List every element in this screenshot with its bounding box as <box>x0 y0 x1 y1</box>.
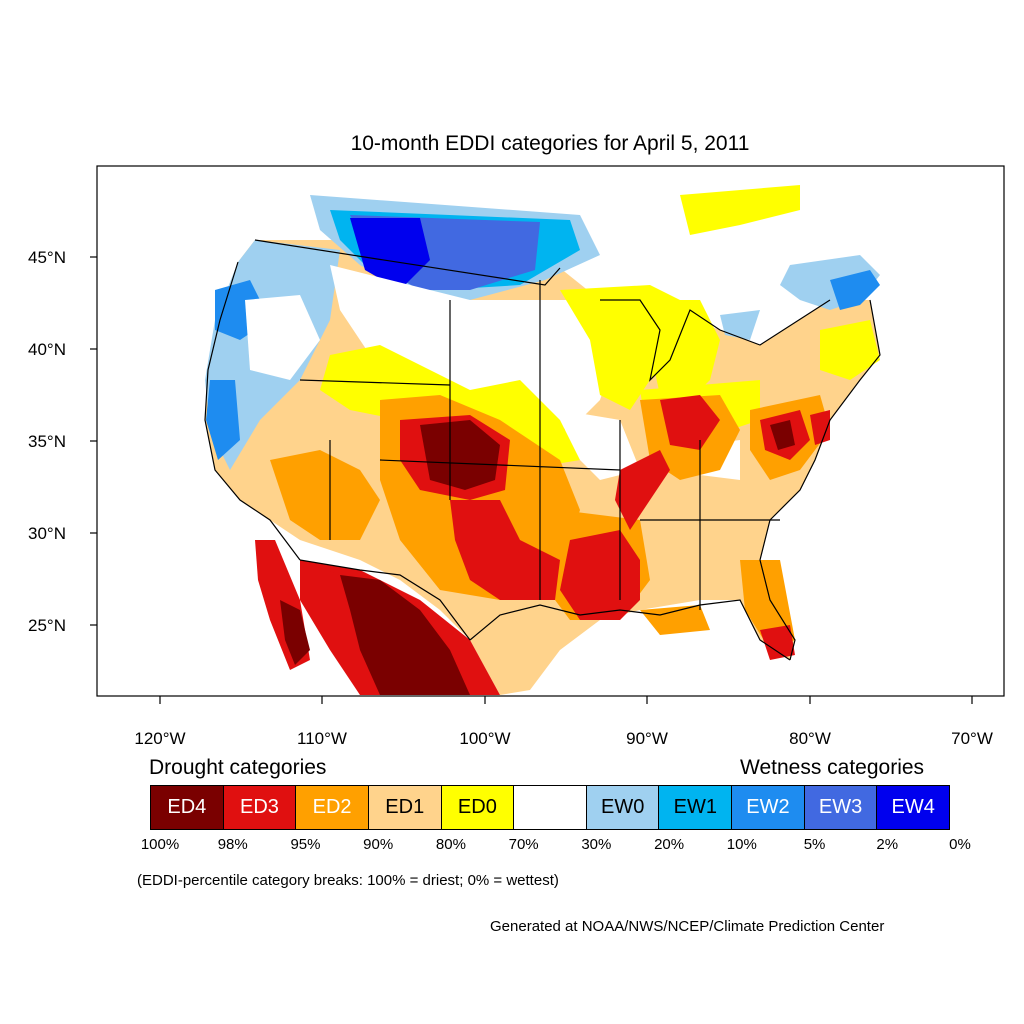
lon-label: 80°W <box>789 729 831 748</box>
gulf-coast <box>469 599 791 661</box>
canada-border <box>254 239 561 286</box>
credit-line: Generated at NOAA/NWS/NCEP/Climate Predi… <box>490 918 885 935</box>
lat-label: 35°N <box>28 432 66 451</box>
mexico-border <box>299 559 471 641</box>
percent-break-label: 98% <box>217 836 248 853</box>
legend-cell-ed4: ED4 <box>151 786 224 829</box>
legend-cell-ed0: ED0 <box>441 786 515 829</box>
legend-cell-ew3: EW3 <box>804 786 878 829</box>
lon-label: 90°W <box>626 729 668 748</box>
legend-cell-ed3: ED3 <box>223 786 297 829</box>
lon-label: 120°W <box>134 729 185 748</box>
lon-label: 100°W <box>459 729 510 748</box>
category-note: (EDDI-percentile category breaks: 100% =… <box>137 872 559 889</box>
legend-cell-ew4: EW4 <box>877 786 950 829</box>
legend-cell-ew1: EW1 <box>659 786 733 829</box>
percent-break-label: 20% <box>654 836 685 853</box>
percent-break-label: 30% <box>581 836 612 853</box>
lat-labels: 45°N 40°N 35°N 30°N 25°N <box>28 248 66 635</box>
state-lines <box>299 280 780 610</box>
percent-break-label: 70% <box>508 836 539 853</box>
lon-labels: 120°W 110°W 100°W 90°W 80°W 70°W <box>134 729 992 748</box>
legend-cell-ew0: EW0 <box>586 786 660 829</box>
legend-cell-ed1: ED1 <box>368 786 442 829</box>
percent-break-label: 95% <box>290 836 321 853</box>
percent-break-label: 0% <box>949 836 971 853</box>
lat-label: 25°N <box>28 616 66 635</box>
lon-label: 70°W <box>951 729 993 748</box>
percent-break-label: 10% <box>726 836 757 853</box>
legend-cell-ew2: EW2 <box>732 786 805 829</box>
percent-break-label: 90% <box>363 836 394 853</box>
lat-label: 30°N <box>28 524 66 543</box>
legend-cell-ed2: ED2 <box>296 786 369 829</box>
wetness-header: Wetness categories <box>740 756 925 779</box>
map-field <box>97 166 1004 696</box>
percent-break-label: 5% <box>803 836 826 853</box>
legend-colorbar: ED4 ED3 ED2 ED1 ED0 EW0 EW1 EW2 EW3 EW4 <box>150 785 950 830</box>
great-lakes <box>600 299 831 382</box>
lon-label: 110°W <box>297 729 347 748</box>
west-coast <box>204 261 301 561</box>
map-title: 10-month EDDI categories for April 5, 20… <box>350 132 750 155</box>
percent-break-label: 100% <box>140 836 180 853</box>
map-frame <box>96 165 1005 697</box>
percent-break-label: 80% <box>435 836 466 853</box>
lat-label: 45°N <box>28 248 66 267</box>
legend-cell-neutral <box>514 786 587 829</box>
percent-break-label: 2% <box>876 836 899 853</box>
drought-header: Drought categories <box>149 756 327 779</box>
lat-label: 40°N <box>28 340 66 359</box>
east-coast <box>759 299 881 661</box>
